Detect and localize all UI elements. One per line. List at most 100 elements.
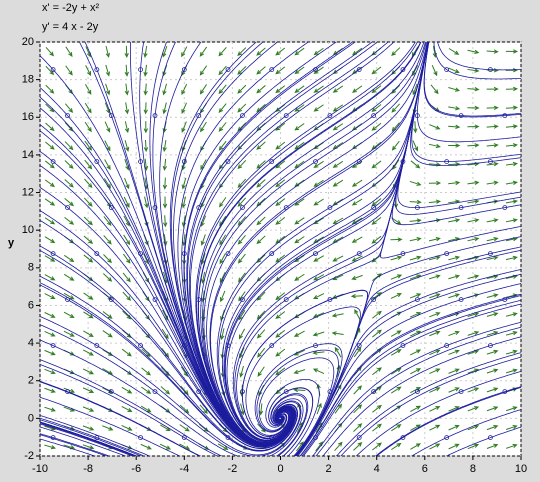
seed-point (458, 389, 464, 395)
field-arrow (220, 309, 225, 322)
field-arrow (448, 349, 460, 355)
seed-point (371, 113, 377, 118)
seed-point (371, 389, 377, 395)
field-arrow (237, 235, 246, 245)
seed-point (94, 343, 100, 349)
field-arrow (467, 161, 480, 167)
field-arrow (391, 442, 402, 451)
trajectory (355, 371, 521, 456)
field-arrow (332, 47, 344, 56)
field-arrow (486, 312, 499, 317)
field-arrow (354, 309, 361, 320)
field-arrow (256, 216, 266, 226)
seed-point (138, 251, 143, 257)
field-arrow (390, 255, 403, 261)
field-arrow (83, 216, 93, 226)
trajectory (411, 409, 521, 456)
y-tick-label: 10 (22, 224, 34, 236)
field-arrow (162, 158, 168, 171)
field-arrow (64, 141, 74, 151)
field-arrow (467, 87, 480, 92)
seed-point (444, 67, 450, 72)
field-arrow (371, 160, 382, 169)
field-arrow (256, 47, 266, 56)
field-arrow (467, 387, 480, 393)
field-arrow (371, 235, 382, 244)
field-arrow (448, 180, 461, 186)
field-arrow (372, 310, 382, 319)
seed-point (50, 343, 56, 349)
field-arrow (372, 423, 382, 432)
field-arrow (390, 237, 403, 242)
seed-point (414, 113, 420, 118)
field-arrow (124, 140, 130, 152)
field-arrow (102, 273, 113, 282)
field-arrow (44, 349, 56, 356)
field-arrow (218, 65, 227, 76)
field-arrow (143, 45, 148, 58)
field-arrow (275, 216, 286, 225)
field-arrow (409, 237, 422, 242)
seed-point (152, 297, 158, 303)
field-arrow (124, 83, 130, 96)
seed-point (138, 343, 143, 349)
seed-point (181, 435, 187, 441)
field-arrow (83, 292, 94, 300)
field-arrow (44, 274, 56, 281)
seed-point (283, 297, 289, 303)
field-arrow (371, 104, 382, 112)
field-arrow (448, 218, 461, 223)
seed-point (181, 343, 187, 349)
field-arrow (391, 84, 401, 94)
field-arrow (429, 424, 441, 431)
field-arrow (505, 349, 518, 355)
x-tick-label: -10 (32, 463, 48, 475)
seed-point (487, 251, 493, 257)
seed-point (502, 297, 508, 303)
field-arrow (181, 121, 187, 133)
field-arrow (161, 347, 170, 358)
field-arrow (313, 47, 324, 56)
field-arrow (448, 143, 461, 148)
field-arrow (351, 274, 363, 281)
field-arrow (124, 64, 129, 77)
field-arrow (467, 105, 480, 111)
field-arrow (124, 102, 130, 115)
field-arrow (505, 293, 518, 298)
x-tick-label: 4 (374, 463, 380, 475)
axes: -10 -8 -6 -4 -2 0 2 4 6 8 10 -2 0 2 4 6 8 10 12 14 16 18 20 (22, 36, 527, 475)
seed-point (94, 435, 100, 441)
field-arrow (486, 143, 499, 148)
seed-point (152, 389, 158, 395)
trajectory (40, 107, 295, 446)
field-arrow (410, 160, 421, 169)
seed-point (400, 251, 406, 257)
y-axis-label: y (8, 237, 15, 249)
seed-point (240, 113, 245, 118)
trajectory (206, 42, 428, 444)
field-arrow (293, 330, 305, 337)
field-arrow (64, 179, 74, 188)
y-tick-label: 16 (22, 111, 34, 123)
seed-point (502, 113, 508, 118)
field-arrow (219, 290, 226, 303)
field-arrow (44, 293, 56, 300)
field-arrow (392, 159, 400, 170)
field-arrow (275, 85, 286, 94)
seed-point (138, 435, 143, 441)
field-arrow (44, 160, 55, 169)
seed-point (444, 159, 450, 165)
field-arrow (159, 443, 172, 450)
field-arrow (332, 160, 344, 168)
field-arrow (467, 255, 480, 261)
field-arrow (505, 124, 519, 129)
field-arrow (256, 179, 266, 188)
x-tick-label: -8 (83, 463, 93, 475)
field-arrow (63, 273, 75, 281)
field-arrow (486, 293, 499, 298)
field-arrow (430, 84, 439, 95)
seed-point (327, 389, 333, 395)
field-arrow (429, 387, 441, 393)
field-arrow (390, 293, 402, 299)
trajectory (375, 386, 521, 456)
